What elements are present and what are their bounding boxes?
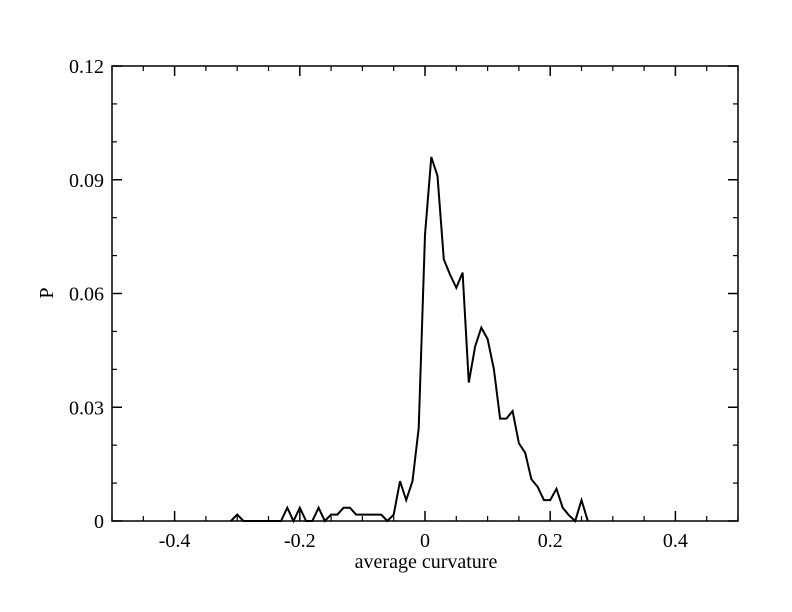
minor-ticks [111,66,739,521]
x-axis-label: average curvature [355,551,498,573]
plot-area-frame [111,65,739,522]
y-tick-label: 0.06 [69,284,104,306]
x-tick-label: 0.2 [538,530,563,552]
series-line [230,156,589,524]
y-tick-labels: 0 0.03 0.06 0.09 0.12 [69,56,104,533]
x-tick-label: 0.4 [663,530,688,552]
x-tick-label: -0.2 [284,530,316,552]
major-ticks [112,65,738,522]
x-tick-label: -0.4 [159,530,191,552]
x-tick-label: 0 [420,530,430,552]
y-tick-label: 0.09 [69,170,104,192]
y-axis-label: P [36,287,58,298]
y-tick-label: 0 [94,511,104,533]
x-tick-labels: -0.4 -0.2 0 0.2 0.4 [159,530,688,552]
y-tick-label: 0.12 [69,56,104,78]
y-tick-label: 0.03 [69,397,104,419]
